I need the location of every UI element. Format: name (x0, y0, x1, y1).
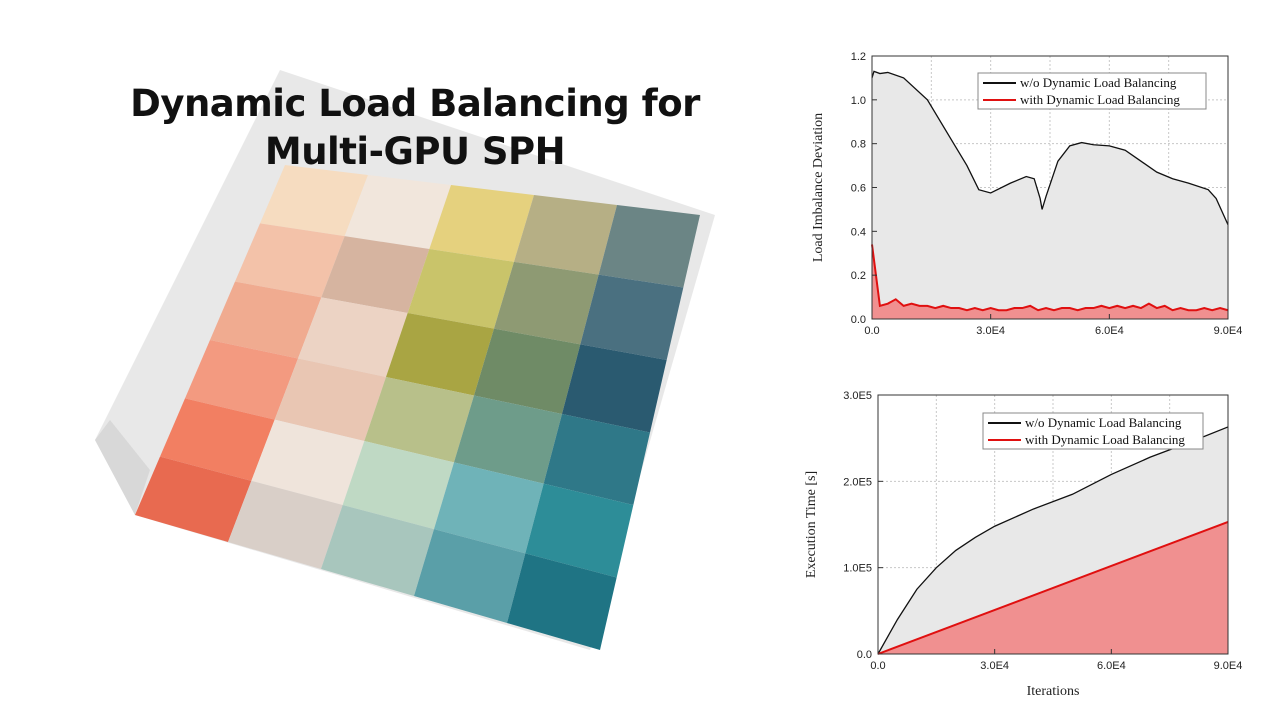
series-line-1 (871, 244, 1229, 312)
fluid-block (580, 274, 684, 360)
fluid-block (185, 340, 298, 420)
y-tick-label: 0.2 (851, 270, 866, 282)
fluid-block (543, 414, 650, 505)
legend: w/o Dynamic Load Balancing with Dynamic L… (977, 72, 1207, 110)
series-line-1 (877, 520, 1229, 655)
fluid-block (454, 395, 562, 484)
title-line-2: Multi-GPU SPH (264, 130, 566, 173)
chart-0: 0.0 3.0E4 6.0E4 9.0E4 0.0 0.2 0.4 0.6 0.8 1.0 1.2 L… (811, 51, 1242, 337)
fluid-block (407, 249, 514, 329)
fluid-block (494, 261, 599, 345)
chart-1: 0.0 3.0E4 6.0E4 9.0E4 0.0 1.0E5 2.0E5 3.0E5 Exec… (804, 390, 1242, 699)
fluid-block (429, 185, 534, 262)
legend-label: with Dynamic Load Balancing (1025, 432, 1185, 447)
legend-box (982, 412, 1204, 450)
plot-frame (877, 394, 1229, 655)
fluid-block (525, 483, 634, 578)
y-tick-label: 0.6 (851, 183, 866, 195)
x-tick-label: 6.0E4 (1095, 325, 1124, 337)
fluid-block (514, 195, 617, 275)
y-tick-label: 0.0 (851, 314, 866, 326)
fluid-block (364, 377, 474, 463)
fluid-block (251, 419, 365, 505)
y-tick-label: 1.0 (851, 95, 866, 107)
fluid-block (507, 553, 617, 650)
fluid-block (260, 165, 368, 237)
y-tick-label: 0.4 (851, 226, 866, 238)
x-tick-label: 0.0 (870, 660, 885, 672)
x-tick-label: 9.0E4 (1214, 325, 1243, 337)
slide-title: Dynamic Load Balancing for Multi-GPU SPH (120, 80, 710, 176)
y-tick-label: 2.0E5 (843, 476, 872, 488)
y-tick-label: 1.2 (851, 51, 866, 63)
legend-label: w/o Dynamic Load Balancing (1020, 75, 1177, 90)
container-side (95, 420, 150, 515)
fluid-block (135, 456, 252, 542)
series-line-0 (871, 70, 1229, 226)
fluid-block (235, 223, 345, 298)
x-tick-label: 0.0 (864, 325, 879, 337)
fluid-block (474, 328, 581, 414)
y-tick-label: 0.0 (857, 649, 872, 661)
fluid-block (274, 358, 386, 441)
fluid-block (228, 480, 343, 569)
y-tick-label: 3.0E5 (843, 390, 872, 402)
fluid-block (434, 462, 544, 554)
title-line-1: Dynamic Load Balancing for (130, 82, 700, 125)
fluid-block (598, 205, 700, 288)
y-axis-label: Execution Time [s] (804, 471, 819, 578)
legend-box (977, 72, 1207, 110)
fluid-block (160, 398, 275, 481)
fluid-block (344, 175, 451, 249)
series-area-1 (872, 244, 1228, 319)
fluid-block (386, 313, 494, 396)
fluid-block (414, 529, 526, 623)
y-tick-label: 0.8 (851, 139, 866, 151)
legend: w/o Dynamic Load Balancing with Dynamic L… (982, 412, 1204, 450)
fluid-block (342, 441, 454, 530)
series-line-0 (877, 426, 1229, 655)
series-area-0 (872, 71, 1228, 319)
fluid-block (562, 344, 667, 433)
legend-label: with Dynamic Load Balancing (1020, 92, 1180, 107)
fluid-block (298, 297, 408, 377)
fluid-block (210, 281, 322, 359)
fluid-block (321, 505, 434, 596)
x-tick-label: 6.0E4 (1097, 660, 1126, 672)
y-axis-label: Load Imbalance Deviation (811, 113, 826, 262)
legend-label: w/o Dynamic Load Balancing (1025, 415, 1182, 430)
x-tick-label: 3.0E4 (976, 325, 1005, 337)
fluid-block (321, 236, 430, 313)
x-tick-label: 9.0E4 (1214, 660, 1243, 672)
y-tick-label: 1.0E5 (843, 563, 872, 575)
x-tick-label: 3.0E4 (980, 660, 1009, 672)
x-axis-label: Iterations (1027, 684, 1080, 699)
